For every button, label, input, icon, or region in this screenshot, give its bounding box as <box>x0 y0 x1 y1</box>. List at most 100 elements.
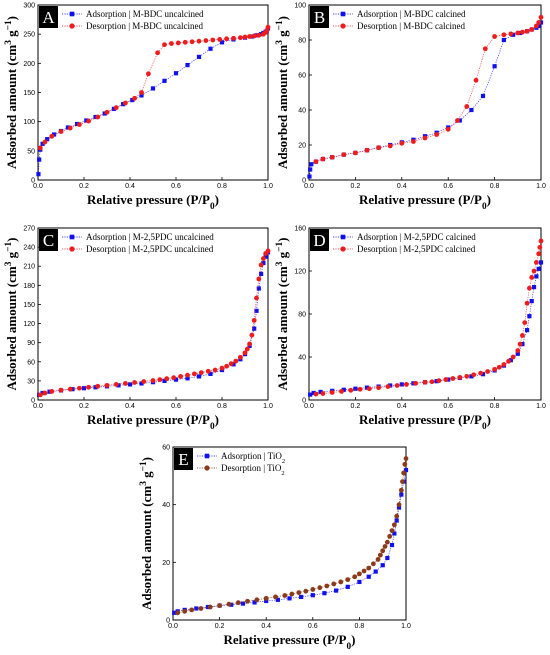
data-point <box>231 35 236 41</box>
y-tick-label: 150 <box>23 90 35 97</box>
data-point <box>352 574 358 580</box>
x-axis-title: Relative pressure (P/P0) <box>87 192 219 212</box>
y-axis-title: Adsorbed amount (cm3 g−1) <box>275 238 290 391</box>
data-point <box>157 377 163 383</box>
data-point <box>445 126 451 132</box>
data-point <box>329 390 335 395</box>
data-point <box>287 596 292 601</box>
data-point <box>538 14 544 20</box>
data-point <box>116 383 121 388</box>
data-point <box>263 595 269 601</box>
x-tick-label: 0.4 <box>125 403 135 410</box>
legend-label: Adsorption | M-BDC calcined <box>357 9 466 19</box>
data-point <box>311 390 316 396</box>
x-tick-label: 0.4 <box>261 623 271 630</box>
data-point <box>389 528 395 534</box>
data-point <box>77 122 82 127</box>
y-tick-label: 50 <box>27 148 35 155</box>
data-point <box>275 597 280 602</box>
panel-letter-badge <box>310 229 329 251</box>
data-point <box>511 32 516 37</box>
data-point <box>182 39 188 45</box>
data-point <box>308 392 313 397</box>
data-point <box>203 38 209 43</box>
data-point <box>387 533 393 539</box>
data-point <box>251 317 257 323</box>
data-point <box>212 367 218 373</box>
data-point <box>501 37 506 43</box>
data-point <box>210 37 216 43</box>
data-point <box>517 341 523 347</box>
y-tick-label: 90 <box>27 340 35 347</box>
data-point <box>113 105 119 111</box>
data-point <box>399 382 404 387</box>
data-point <box>67 125 73 131</box>
data-point <box>522 320 528 325</box>
data-point <box>357 386 363 392</box>
data-point <box>382 544 388 549</box>
y-tick-label: 0 <box>302 178 306 185</box>
data-point <box>219 40 225 45</box>
data-point <box>413 380 419 386</box>
x-tick-label: 1.0 <box>401 623 411 630</box>
data-point <box>244 346 250 352</box>
data-point <box>364 385 370 390</box>
data-point <box>169 41 174 46</box>
data-point <box>398 487 404 493</box>
data-point <box>537 244 543 250</box>
data-point <box>189 607 195 613</box>
data-point <box>86 384 91 390</box>
plot-area <box>37 227 269 401</box>
y-tick-label: 100 <box>294 3 306 10</box>
y-tick-label: 30 <box>27 378 35 385</box>
data-point <box>245 598 250 604</box>
data-point <box>331 581 337 587</box>
data-point <box>240 601 245 606</box>
data-point <box>338 579 344 585</box>
data-point <box>132 95 138 101</box>
x-tick-label: 0.6 <box>171 183 181 190</box>
data-point <box>261 260 266 266</box>
chart-panel-c: 0.0 0.2 0.4 0.6 0.8 1.0 0 30 60 90 120 150 180 210 240… <box>4 226 273 433</box>
data-point <box>172 610 177 615</box>
data-point <box>37 157 42 162</box>
data-point <box>127 382 133 387</box>
data-point <box>450 376 456 381</box>
data-point <box>366 565 372 571</box>
data-point <box>341 152 347 158</box>
data-point <box>510 354 516 360</box>
data-point <box>282 593 288 598</box>
data-point <box>308 167 313 172</box>
x-axis-title: Relative pressure (P/P0) <box>359 192 491 212</box>
data-point <box>49 133 55 139</box>
data-point <box>254 295 259 301</box>
legend-marker <box>340 246 346 252</box>
data-point <box>471 372 477 378</box>
x-tick-label: 0.6 <box>308 623 318 630</box>
data-point <box>524 28 530 34</box>
data-point <box>457 375 463 380</box>
data-point <box>52 132 57 137</box>
data-point <box>384 539 390 545</box>
data-point <box>254 597 260 603</box>
y-axis-title: Adsorbed amount (cm3 g−1) <box>275 16 290 169</box>
y-tick-label: 0 <box>31 178 35 185</box>
data-point <box>196 38 202 44</box>
data-point <box>93 385 98 390</box>
legend-label: Desorption | M-2,5PDC calcined <box>357 244 476 254</box>
data-point <box>162 78 167 83</box>
legend-marker <box>69 246 75 252</box>
data-point <box>394 513 400 519</box>
series-desorption <box>175 456 409 616</box>
panel-letter-badge <box>39 6 58 28</box>
data-point <box>219 365 225 371</box>
y-tick-label: 120 <box>23 321 35 328</box>
data-point <box>261 256 266 261</box>
data-point <box>175 610 181 616</box>
data-point <box>198 370 204 376</box>
data-point <box>357 571 362 577</box>
y-tick-label: 60 <box>298 73 306 80</box>
data-point <box>515 30 521 36</box>
x-tick-label: 0.8 <box>217 183 227 190</box>
data-point <box>520 29 525 35</box>
